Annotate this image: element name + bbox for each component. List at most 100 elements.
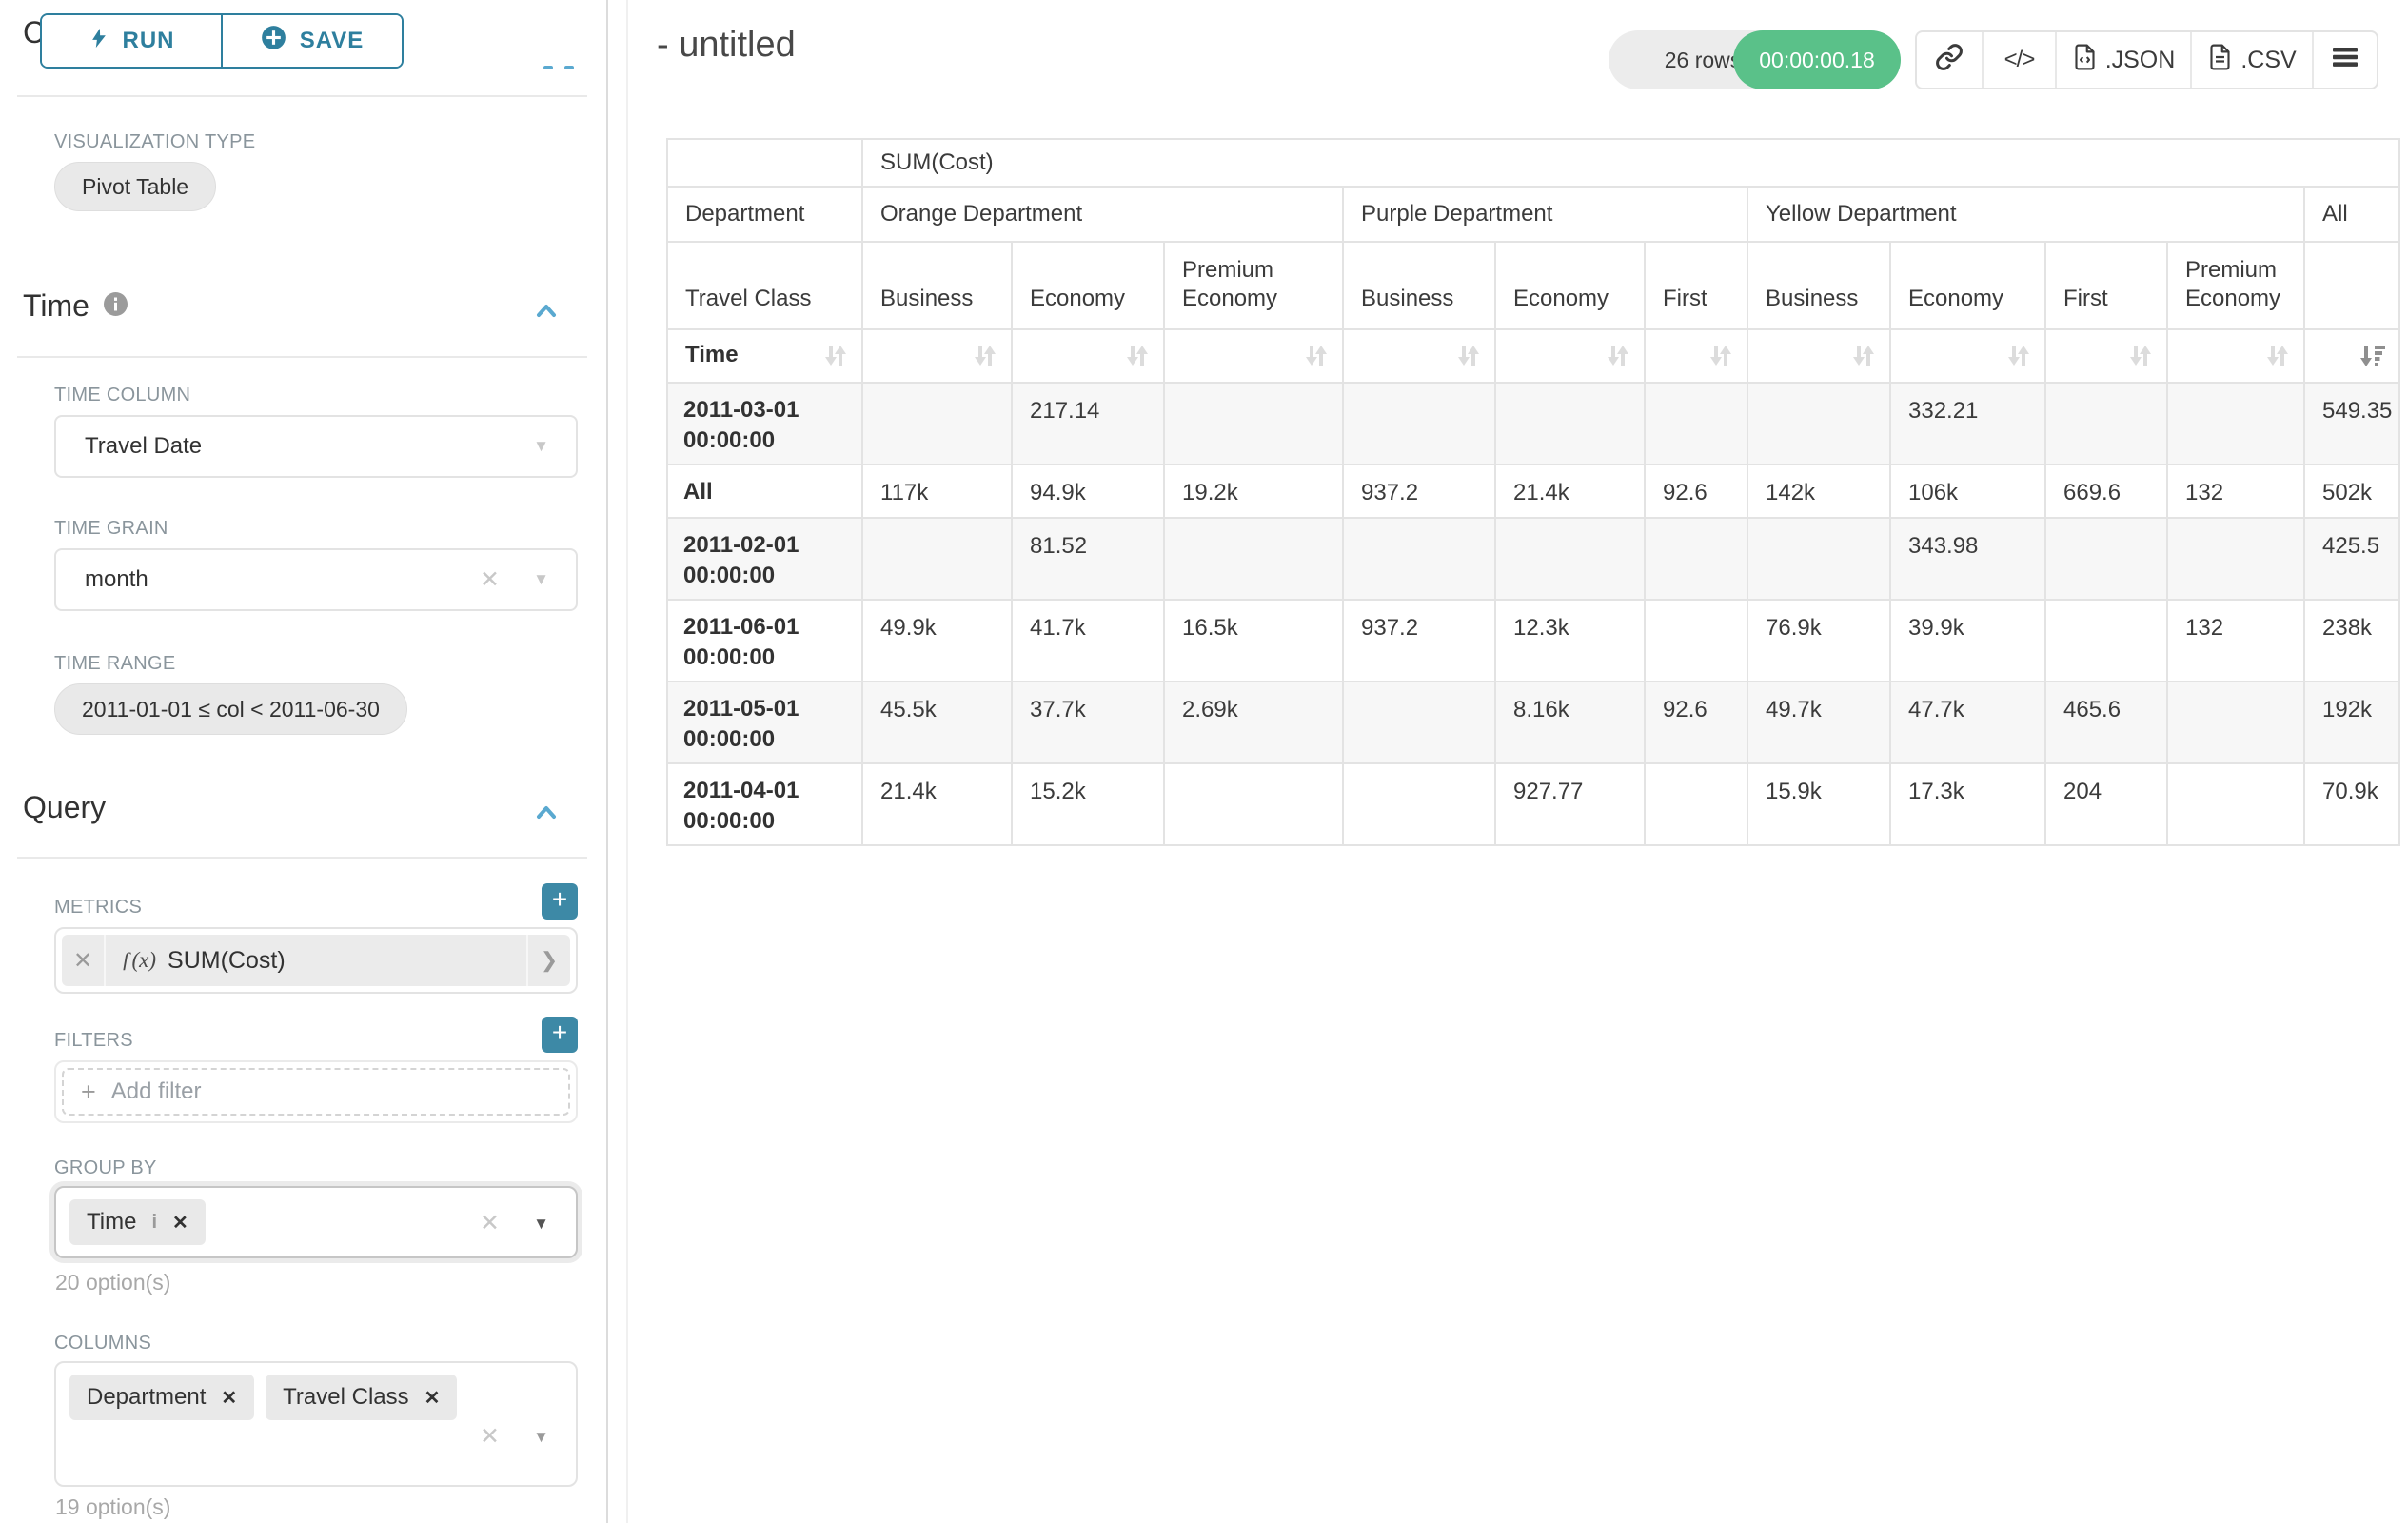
panel-resize-dot[interactable]: [564, 66, 574, 69]
chevron-right-icon[interactable]: ❯: [526, 935, 570, 986]
add-filter-plus-button[interactable]: +: [542, 1017, 578, 1053]
run-button[interactable]: RUN: [42, 15, 221, 67]
remove-chip-icon[interactable]: ✕: [221, 1387, 238, 1409]
sort-icon: [1306, 346, 1327, 366]
column-sort-header[interactable]: [1494, 328, 1646, 384]
column-sort-header[interactable]: [2044, 328, 2168, 384]
csv-button-label: .CSV: [2240, 46, 2297, 73]
remove-chip-icon[interactable]: ✕: [172, 1212, 188, 1234]
value-cell: [1163, 762, 1344, 846]
info-icon[interactable]: [103, 291, 128, 322]
share-link-button[interactable]: [1917, 32, 1982, 88]
caret-down-icon[interactable]: ▼: [533, 1215, 549, 1233]
value-cell: [2166, 762, 2305, 846]
row-label: 2011-04-01 00:00:00: [666, 762, 863, 846]
time-grain-value: month: [85, 566, 148, 592]
sort-icon: [1127, 346, 1148, 366]
value-cell: [1163, 382, 1344, 465]
visualization-type-chip[interactable]: Pivot Table: [54, 162, 217, 211]
value-cell: 17.3k: [1889, 762, 2046, 846]
pivot-row: All 117k 94.9k 19.2k 937.2 21.4k 92.6 142k 106k 6…: [666, 464, 2400, 519]
value-cell: [1342, 762, 1496, 846]
value-cell: 204: [2044, 762, 2168, 846]
save-button[interactable]: SAVE: [221, 15, 402, 67]
value-cell: 425.5: [2303, 517, 2400, 601]
metric-chip[interactable]: ✕ ƒ(x) SUM(Cost) ❯: [62, 935, 570, 986]
columns-chip-department[interactable]: Department ✕: [69, 1375, 255, 1420]
column-sort-header[interactable]: [1644, 328, 1748, 384]
column-sort-header[interactable]: [861, 328, 1013, 384]
add-filter-dropzone[interactable]: + Add filter: [62, 1068, 570, 1116]
time-column-select[interactable]: Travel Date ▼: [54, 415, 578, 478]
travel-class-header: Economy: [1889, 241, 2046, 330]
value-cell: 142k: [1747, 464, 1891, 519]
column-sort-header[interactable]: [1163, 328, 1344, 384]
chart-title[interactable]: - untitled: [657, 25, 796, 65]
plus-circle-icon: [261, 25, 286, 57]
clear-icon[interactable]: ✕: [480, 1423, 500, 1450]
value-cell: [861, 517, 1013, 601]
columns-label: COLUMNS: [54, 1333, 152, 1354]
department-group-header: Orange Department: [861, 186, 1344, 243]
column-sort-header[interactable]: [1747, 328, 1891, 384]
panel-resize-dot[interactable]: [543, 66, 553, 69]
value-cell: [1644, 599, 1748, 682]
value-cell: [2044, 382, 2168, 465]
group-by-chip-time[interactable]: Time i ✕: [69, 1199, 206, 1245]
collapse-query-section-icon[interactable]: [533, 801, 560, 828]
more-options-button[interactable]: [2312, 32, 2377, 88]
clear-icon[interactable]: ✕: [480, 1210, 500, 1236]
columns-chip-travel-class[interactable]: Travel Class ✕: [266, 1375, 458, 1420]
value-cell: [1342, 517, 1496, 601]
row-label: 2011-02-01 00:00:00: [666, 517, 863, 601]
remove-chip-icon[interactable]: ✕: [424, 1387, 441, 1409]
panel-divider[interactable]: [606, 0, 608, 1523]
value-cell: 549.35: [2303, 382, 2400, 465]
value-cell: 2.69k: [1163, 681, 1344, 764]
metrics-label: METRICS: [54, 897, 143, 918]
row-label: 2011-06-01 00:00:00: [666, 599, 863, 682]
column-sort-header[interactable]: [2166, 328, 2305, 384]
chip-label: Travel Class: [283, 1384, 409, 1410]
collapse-time-section-icon[interactable]: [533, 299, 560, 326]
export-json-button[interactable]: .JSON: [2055, 32, 2190, 88]
value-cell: [2044, 517, 2168, 601]
value-cell: 92.6: [1644, 681, 1748, 764]
value-cell: 49.9k: [861, 599, 1013, 682]
metric-value: SUM(Cost): [168, 946, 286, 974]
column-sort-header[interactable]: [2303, 328, 2400, 384]
save-button-label: SAVE: [299, 28, 365, 53]
column-sort-header[interactable]: [1011, 328, 1165, 384]
clear-icon[interactable]: ✕: [480, 566, 500, 593]
view-query-button[interactable]: </>: [1982, 32, 2055, 88]
remove-metric-icon[interactable]: ✕: [62, 935, 106, 986]
divider: [17, 95, 587, 97]
export-csv-button[interactable]: .CSV: [2190, 32, 2312, 88]
value-cell: [861, 382, 1013, 465]
row-dimension-sort-header[interactable]: Time: [666, 328, 863, 384]
group-by-select[interactable]: Time i ✕ ✕ ▼: [54, 1186, 578, 1258]
value-cell: 37.7k: [1011, 681, 1165, 764]
json-button-label: .JSON: [2104, 46, 2176, 73]
department-group-header: Purple Department: [1342, 186, 1748, 243]
travel-class-header: Economy: [1011, 241, 1165, 330]
file-csv-icon: [2207, 43, 2233, 78]
value-cell: [1342, 382, 1496, 465]
info-icon[interactable]: i: [151, 1211, 158, 1233]
column-sort-header[interactable]: [1889, 328, 2046, 384]
columns-select[interactable]: Department ✕ Travel Class ✕ ✕ ▼: [54, 1361, 578, 1487]
function-icon: ƒ(x): [121, 948, 157, 972]
value-cell: [1644, 762, 1748, 846]
add-metric-button[interactable]: +: [542, 883, 578, 920]
time-range-chip[interactable]: 2011-01-01 ≤ col < 2011-06-30: [54, 683, 407, 735]
caret-down-icon[interactable]: ▼: [533, 1428, 549, 1446]
travel-class-header: First: [1644, 241, 1748, 330]
control-panel: Chart Type RUN SAVE VISUALIZATION TYPE P…: [0, 0, 606, 1523]
column-dimension-label-travel-class: Travel Class: [666, 241, 863, 330]
travel-class-header: Business: [861, 241, 1013, 330]
time-grain-select[interactable]: month ✕ ▼: [54, 548, 578, 611]
column-sort-header[interactable]: [1342, 328, 1496, 384]
pivot-row: 2011-06-01 00:00:00 49.9k 41.7k 16.5k 937.2 1…: [666, 599, 2400, 682]
value-cell: 15.2k: [1011, 762, 1165, 846]
divider: [17, 857, 587, 859]
